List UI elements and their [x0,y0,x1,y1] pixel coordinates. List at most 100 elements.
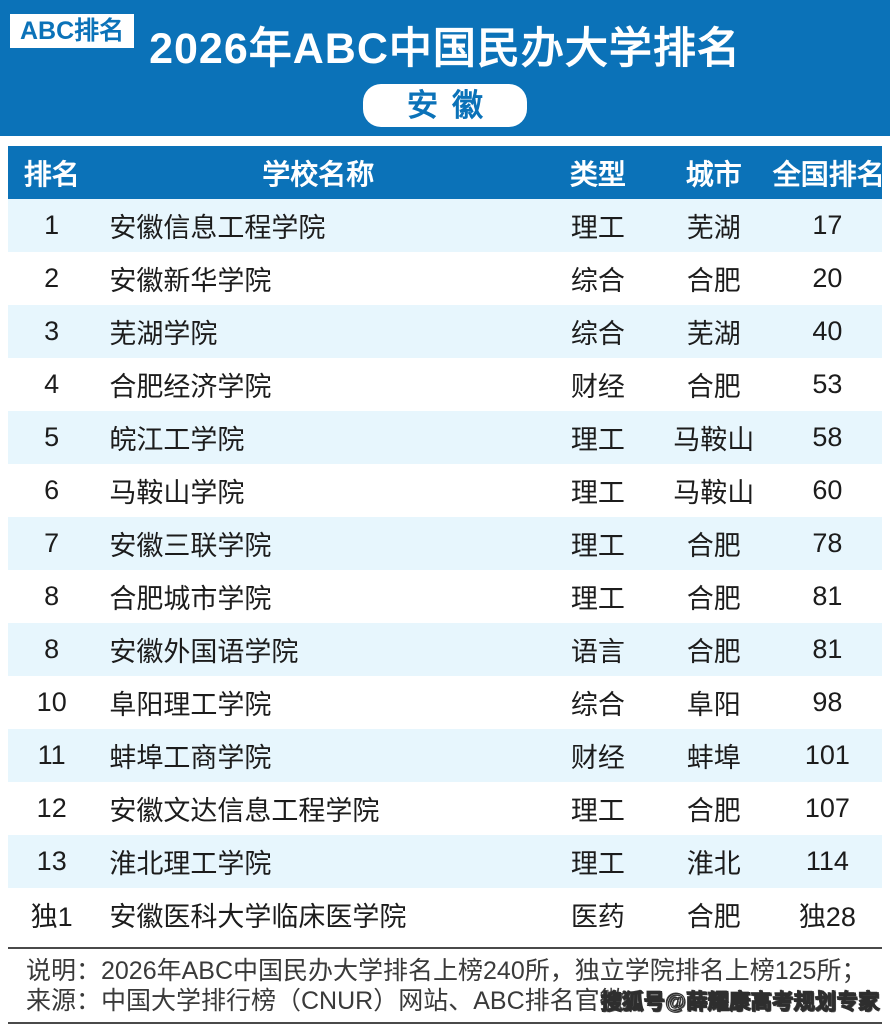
cell-type: 理工 [570,478,625,508]
cell-national-rank: 101 [804,740,850,770]
cell-national-rank: 58 [812,422,843,452]
cell-school-name: 合肥经济学院 [109,372,272,402]
cell-school-name: 安徽信息工程学院 [109,213,326,243]
cell-type: 综合 [570,319,625,349]
cell-rank: 6 [44,475,60,505]
cell-national-rank: 114 [805,846,849,876]
cell-type: 综合 [570,690,625,720]
header-city: 城市 [685,158,742,190]
footer: 说明：2026年ABC中国民办大学排名上榜240所，独立学院排名上榜125所； … [8,947,882,1024]
cell-city: 阜阳 [686,690,741,720]
table-header-row: 排名 学校名称 类型 城市 全国排名 [8,146,885,199]
cell-school-name: 淮北理工学院 [109,849,272,879]
cell-type: 理工 [570,531,625,561]
cell-rank: 11 [37,740,66,770]
cell-city: 合肥 [686,902,741,932]
page-title: 2026年ABC中国民办大学排名 [149,25,741,73]
cell-national-rank: 60 [812,475,843,505]
table-row: 2 安徽新华学院 综合 合肥 20 [8,252,882,305]
table-row: 1 安徽信息工程学院 理工 芜湖 17 [8,199,882,252]
cell-national-rank: 20 [812,263,843,293]
cell-school-name: 皖江工学院 [109,425,245,455]
table-body: 1 安徽信息工程学院 理工 芜湖 17 2 安徽新华学院 综合 合肥 20 3 芜湖学院 综合 芜湖 40 4… [8,199,882,941]
header-type: 类型 [569,158,626,190]
cell-rank: 8 [44,634,60,664]
cell-city: 马鞍山 [673,478,755,508]
table-row: 6 马鞍山学院 理工 马鞍山 60 [8,464,882,517]
header-banner: ABC排名 2026年ABC中国民办大学排名 安徽 [0,0,890,136]
region-pill: 安徽 [363,84,527,128]
cell-city: 马鞍山 [673,425,755,455]
cell-type: 综合 [570,266,625,296]
ranking-table: 排名 学校名称 类型 城市 全国排名 1 安徽信息工程学院 理工 芜湖 17 2 安徽新华学… [8,146,885,941]
cell-type: 理工 [570,425,625,455]
table-row: 3 芜湖学院 综合 芜湖 40 [8,305,882,358]
cell-rank: 12 [36,793,67,823]
cell-rank: 4 [44,369,60,399]
footer-note: 说明：2026年ABC中国民办大学排名上榜240所，独立学院排名上榜125所； [26,957,867,985]
cell-national-rank: 53 [812,369,843,399]
cell-rank: 1 [44,210,60,240]
cell-school-name: 马鞍山学院 [109,478,245,508]
cell-rank: 8 [44,581,60,611]
table-row: 8 安徽外国语学院 语言 合肥 81 [8,623,882,676]
header-rank: 排名 [23,158,80,190]
cell-school-name: 安徽新华学院 [109,266,272,296]
cell-type: 语言 [570,637,625,667]
footer-source: 来源：中国大学排行榜（CNUR）网站、ABC排名官微。 [26,987,650,1015]
cell-rank: 7 [44,528,60,558]
cell-school-name: 安徽三联学院 [109,531,272,561]
cell-type: 财经 [570,743,625,773]
cell-type: 理工 [570,796,625,826]
cell-national-rank: 98 [812,687,843,717]
table-row: 13 淮北理工学院 理工 淮北 114 [8,835,882,888]
cell-type: 医药 [570,902,625,932]
table-row: 7 安徽三联学院 理工 合肥 78 [8,517,882,570]
cell-rank: 3 [44,316,60,346]
cell-type: 理工 [570,213,625,243]
cell-city: 淮北 [686,849,741,879]
cell-rank: 独1 [30,902,73,932]
cell-city: 合肥 [686,584,741,614]
table-row: 独1 安徽医科大学临床医学院 医药 合肥 独28 [8,888,882,941]
table-row: 8 合肥城市学院 理工 合肥 81 [8,570,882,623]
cell-rank: 13 [36,846,67,876]
cell-school-name: 安徽外国语学院 [109,637,299,667]
cell-city: 合肥 [686,796,741,826]
cell-school-name: 芜湖学院 [109,319,218,349]
cell-national-rank: 独28 [798,902,856,932]
cell-rank: 10 [36,687,67,717]
cell-national-rank: 107 [804,793,850,823]
cell-city: 合肥 [686,637,741,667]
cell-type: 理工 [570,584,625,614]
cell-city: 蚌埠 [686,743,741,773]
table-row: 5 皖江工学院 理工 马鞍山 58 [8,411,882,464]
cell-national-rank: 78 [812,528,843,558]
cell-school-name: 合肥城市学院 [109,584,272,614]
header-national-rank: 全国排名 [772,158,885,190]
table-row: 10 阜阳理工学院 综合 阜阳 98 [8,676,882,729]
cell-national-rank: 81 [812,581,843,611]
cell-city: 合肥 [686,266,741,296]
watermark: 搜狐号@薛耀康高考规划专家 [600,990,880,1014]
cell-rank: 2 [44,263,60,293]
table-row: 11 蚌埠工商学院 财经 蚌埠 101 [8,729,882,782]
cell-rank: 5 [44,422,60,452]
cell-city: 合肥 [686,531,741,561]
table-row: 12 安徽文达信息工程学院 理工 合肥 107 [8,782,882,835]
abc-ranking-badge: ABC排名 [10,14,135,48]
table-row: 4 合肥经济学院 财经 合肥 53 [8,358,882,411]
cell-city: 芜湖 [686,213,741,243]
cell-city: 芜湖 [686,319,741,349]
header-school-name: 学校名称 [262,158,375,190]
cell-type: 理工 [570,849,625,879]
cell-school-name: 安徽医科大学临床医学院 [109,902,407,932]
cell-city: 合肥 [686,372,741,402]
cell-school-name: 蚌埠工商学院 [109,743,272,773]
cell-national-rank: 40 [812,316,843,346]
cell-national-rank: 81 [812,634,843,664]
cell-school-name: 阜阳理工学院 [109,690,272,720]
cell-national-rank: 17 [812,210,843,240]
cell-type: 财经 [570,372,625,402]
cell-school-name: 安徽文达信息工程学院 [109,796,380,826]
